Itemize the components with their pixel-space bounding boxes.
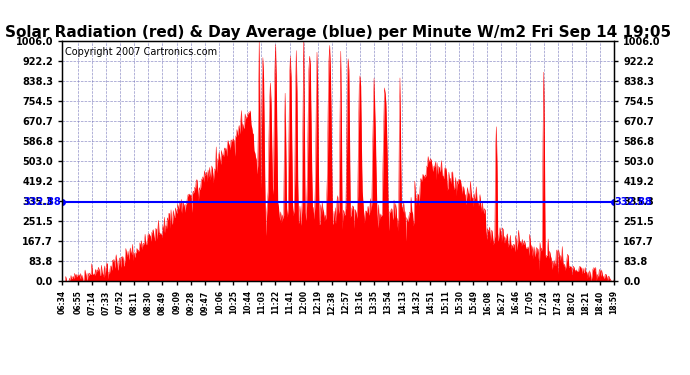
Text: 332.88: 332.88 — [615, 197, 653, 207]
Text: Copyright 2007 Cartronics.com: Copyright 2007 Cartronics.com — [65, 47, 217, 57]
Text: 332.88: 332.88 — [23, 197, 61, 207]
Title: Solar Radiation (red) & Day Average (blue) per Minute W/m2 Fri Sep 14 19:05: Solar Radiation (red) & Day Average (blu… — [5, 25, 671, 40]
